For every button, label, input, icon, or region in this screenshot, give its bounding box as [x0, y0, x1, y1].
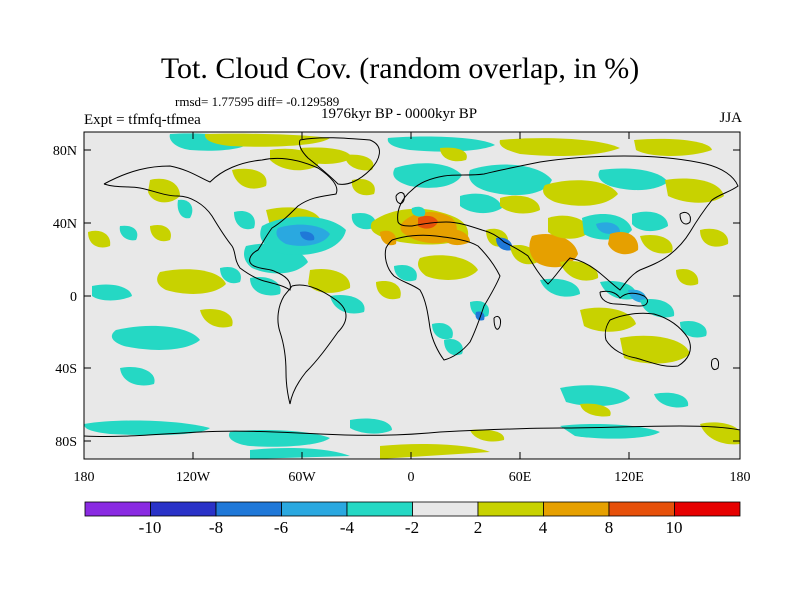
y-tick-label: 0 — [70, 290, 77, 305]
coast-eurasia — [397, 155, 739, 291]
season-label: JJA — [719, 110, 742, 126]
coast-north-america — [103, 157, 338, 291]
colorbar — [84, 501, 741, 517]
experiment-label: Expt = tfmfq-tfmea — [84, 112, 201, 128]
coast-antarctica — [83, 425, 741, 438]
y-tick-label: 80S — [55, 435, 77, 450]
coast-uk — [395, 192, 405, 204]
colorbar-swatch — [543, 501, 610, 517]
coast-australia — [604, 312, 691, 367]
x-tick-label: 120W — [176, 470, 211, 485]
colorbar-label: -10 — [138, 518, 162, 537]
coastlines — [83, 137, 741, 438]
coast-japan — [679, 211, 691, 225]
colorbar-swatch — [674, 501, 741, 517]
colorbar-label: -6 — [273, 518, 289, 537]
y-tick-label: 80N — [53, 144, 77, 159]
x-tick-label: 0 — [408, 470, 415, 485]
x-tick-label: 60E — [509, 470, 532, 485]
coast-greenland — [299, 137, 380, 185]
map-title: Tot. Cloud Cov. (random overlap, in %) — [160, 52, 640, 85]
stats-line: rmsd= 1.77595 diff= -0.129589 — [175, 94, 340, 109]
coast-africa — [384, 234, 501, 361]
colorbar-swatch — [477, 501, 544, 517]
colorbar-swatch — [608, 501, 675, 517]
x-tick-label: 180 — [730, 470, 751, 485]
x-tick-label: 60W — [288, 470, 316, 485]
colorbar-label: -2 — [404, 518, 420, 537]
colorbar-swatch — [412, 501, 479, 517]
colorbar-swatch — [215, 501, 282, 517]
colorbar-label: 2 — [473, 518, 483, 537]
anomaly-field — [84, 133, 740, 459]
coast-madagascar — [493, 315, 501, 330]
colorbar-label: 10 — [665, 518, 683, 537]
colorbar-swatch — [84, 501, 151, 517]
y-tick-label: 40N — [53, 217, 77, 232]
colorbar-label: 4 — [538, 518, 548, 537]
period-label: 1976kyr BP - 0000kyr BP — [321, 106, 478, 122]
x-tick-label: 120E — [614, 470, 644, 485]
axis-ticks — [83, 132, 741, 459]
colorbar-swatch — [150, 501, 217, 517]
colorbar-swatch — [346, 501, 413, 517]
colorbar-label: 8 — [604, 518, 614, 537]
colorbar-label: -8 — [208, 518, 224, 537]
colorbar-swatch — [281, 501, 348, 517]
coast-south-america — [277, 284, 347, 405]
y-tick-label: 40S — [55, 362, 77, 377]
coast-indonesia — [599, 290, 648, 307]
x-tick-label: 180 — [74, 470, 95, 485]
map-panel: 180 120W 60W 0 60E 120E 180 80N 40N 0 40… — [53, 131, 751, 485]
coast-new-zealand — [711, 357, 719, 371]
colorbar-label: -4 — [339, 518, 355, 537]
